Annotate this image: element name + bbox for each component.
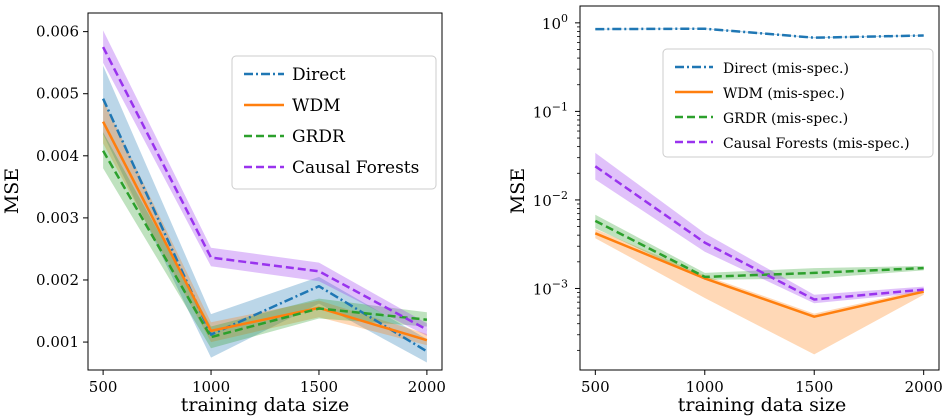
left-x-tick-label: 1000 — [192, 378, 230, 396]
left-x-axis-label: training data size — [181, 394, 349, 416]
left-band-2 — [103, 132, 427, 349]
left-plot-frame — [87, 12, 443, 371]
right-legend: Direct (mis-spec.) WDM (mis-spec.) GRDR (m… — [662, 48, 934, 158]
left-x-tick-label: 1500 — [300, 378, 338, 396]
left-x-tick-label: 2000 — [408, 378, 446, 396]
right-legend-label-2: GRDR (mis-spec.) — [723, 111, 848, 127]
left-band-3 — [103, 30, 427, 336]
left-line-2 — [102, 150, 428, 339]
left-legend: Direct WDM GRDR Causal Forests — [231, 55, 437, 190]
right-legend-label-1: WDM (mis-spec.) — [723, 86, 845, 102]
left-y-axis-label: MSE — [1, 168, 23, 214]
right-x-tick-label: 1500 — [795, 378, 833, 396]
left-line-0 — [101, 98, 428, 353]
right-x-tick-label: 2000 — [905, 378, 943, 396]
left-legend-label-1: WDM — [292, 96, 341, 116]
left-y-tick-label: 0.004 — [36, 147, 79, 165]
right-y-tick-label: 10−1 — [533, 100, 568, 121]
right-x-tick-label: 1000 — [686, 378, 724, 396]
right-legend-label-0: Direct (mis-spec.) — [723, 61, 849, 77]
right-x-ticks: 500 1000 1500 2000 — [581, 370, 943, 396]
left-legend-label-3: Causal Forests — [292, 158, 419, 178]
left-y-tick-label: 0.003 — [36, 209, 79, 227]
right-x-tick-label: 500 — [581, 378, 610, 396]
right-chart: 500 1000 1500 2000 100 10−1 10−2 10−3 training… — [507, 5, 943, 416]
left-legend-label-0: Direct — [292, 65, 346, 85]
right-y-tick-label: 100 — [542, 12, 568, 33]
left-x-ticks: 500 1000 1500 2000 — [89, 370, 446, 396]
right-band-2 — [595, 214, 924, 280]
right-line-0 — [595, 27, 924, 39]
left-line-3 — [101, 46, 428, 331]
left-y-ticks: 0.001 0.002 0.003 0.004 0.005 0.006 — [36, 23, 88, 351]
left-y-tick-label: 0.005 — [36, 85, 79, 103]
right-band-3 — [595, 152, 924, 304]
left-line-1 — [101, 121, 428, 342]
left-legend-box — [231, 55, 437, 190]
left-band-1 — [103, 99, 427, 346]
right-line-2 — [594, 219, 924, 279]
right-plot-frame — [579, 5, 940, 371]
left-y-tick-label: 0.001 — [36, 333, 79, 351]
right-line-1 — [594, 232, 924, 318]
left-chart: 500 1000 1500 2000 0.0010.0020.0030.0040.00… — [1, 12, 446, 416]
right-confidence-bands — [595, 28, 924, 355]
right-series-lines — [594, 27, 924, 318]
left-x-tick-label: 500 — [89, 378, 118, 396]
right-y-axis-label: MSE — [507, 168, 529, 214]
right-y-tick-label: 10−2 — [533, 189, 568, 210]
right-line-3 — [594, 165, 924, 301]
right-band-1 — [595, 229, 924, 355]
right-x-axis-label: training data size — [678, 394, 846, 416]
left-y-tick-label: 0.006 — [36, 23, 79, 41]
right-legend-label-3: Causal Forests (mis-spec.) — [723, 136, 910, 152]
left-series-lines — [101, 46, 428, 353]
right-legend-box — [662, 48, 934, 158]
right-y-ticks: 100 10−1 10−2 10−3 — [533, 12, 580, 351]
left-y-tick-label: 0.002 — [36, 271, 79, 289]
right-band-0 — [595, 28, 924, 39]
left-legend-label-2: GRDR — [292, 127, 346, 147]
right-y-tick-label: 10−3 — [533, 277, 568, 298]
